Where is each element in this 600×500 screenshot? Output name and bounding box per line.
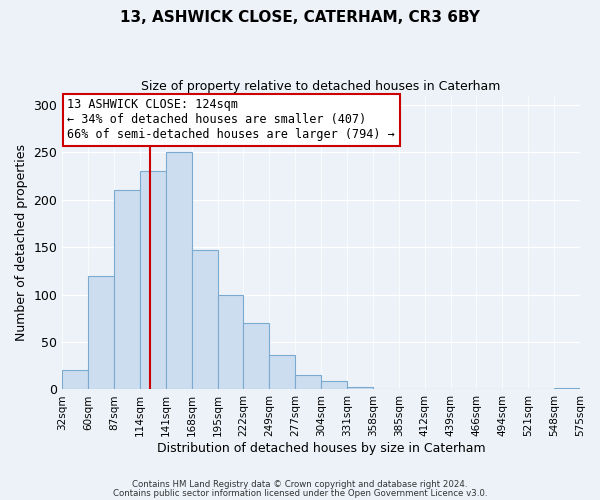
Bar	[114, 190, 140, 390]
Bar	[347, 386, 373, 390]
Bar	[140, 172, 166, 390]
Bar	[295, 375, 321, 390]
Bar	[269, 356, 295, 390]
Text: 13 ASHWICK CLOSE: 124sqm
← 34% of detached houses are smaller (407)
66% of semi-: 13 ASHWICK CLOSE: 124sqm ← 34% of detach…	[67, 98, 395, 142]
Bar	[218, 294, 244, 390]
Title: Size of property relative to detached houses in Caterham: Size of property relative to detached ho…	[142, 80, 501, 93]
Bar	[244, 323, 269, 390]
Y-axis label: Number of detached properties: Number of detached properties	[15, 144, 28, 341]
Text: 13, ASHWICK CLOSE, CATERHAM, CR3 6BY: 13, ASHWICK CLOSE, CATERHAM, CR3 6BY	[120, 10, 480, 25]
Text: Contains public sector information licensed under the Open Government Licence v3: Contains public sector information licen…	[113, 488, 487, 498]
Bar	[166, 152, 192, 390]
Bar	[554, 388, 580, 390]
Bar	[192, 250, 218, 390]
Bar	[321, 381, 347, 390]
Text: Contains HM Land Registry data © Crown copyright and database right 2024.: Contains HM Land Registry data © Crown c…	[132, 480, 468, 489]
X-axis label: Distribution of detached houses by size in Caterham: Distribution of detached houses by size …	[157, 442, 485, 455]
Bar	[88, 276, 114, 390]
Bar	[62, 370, 88, 390]
